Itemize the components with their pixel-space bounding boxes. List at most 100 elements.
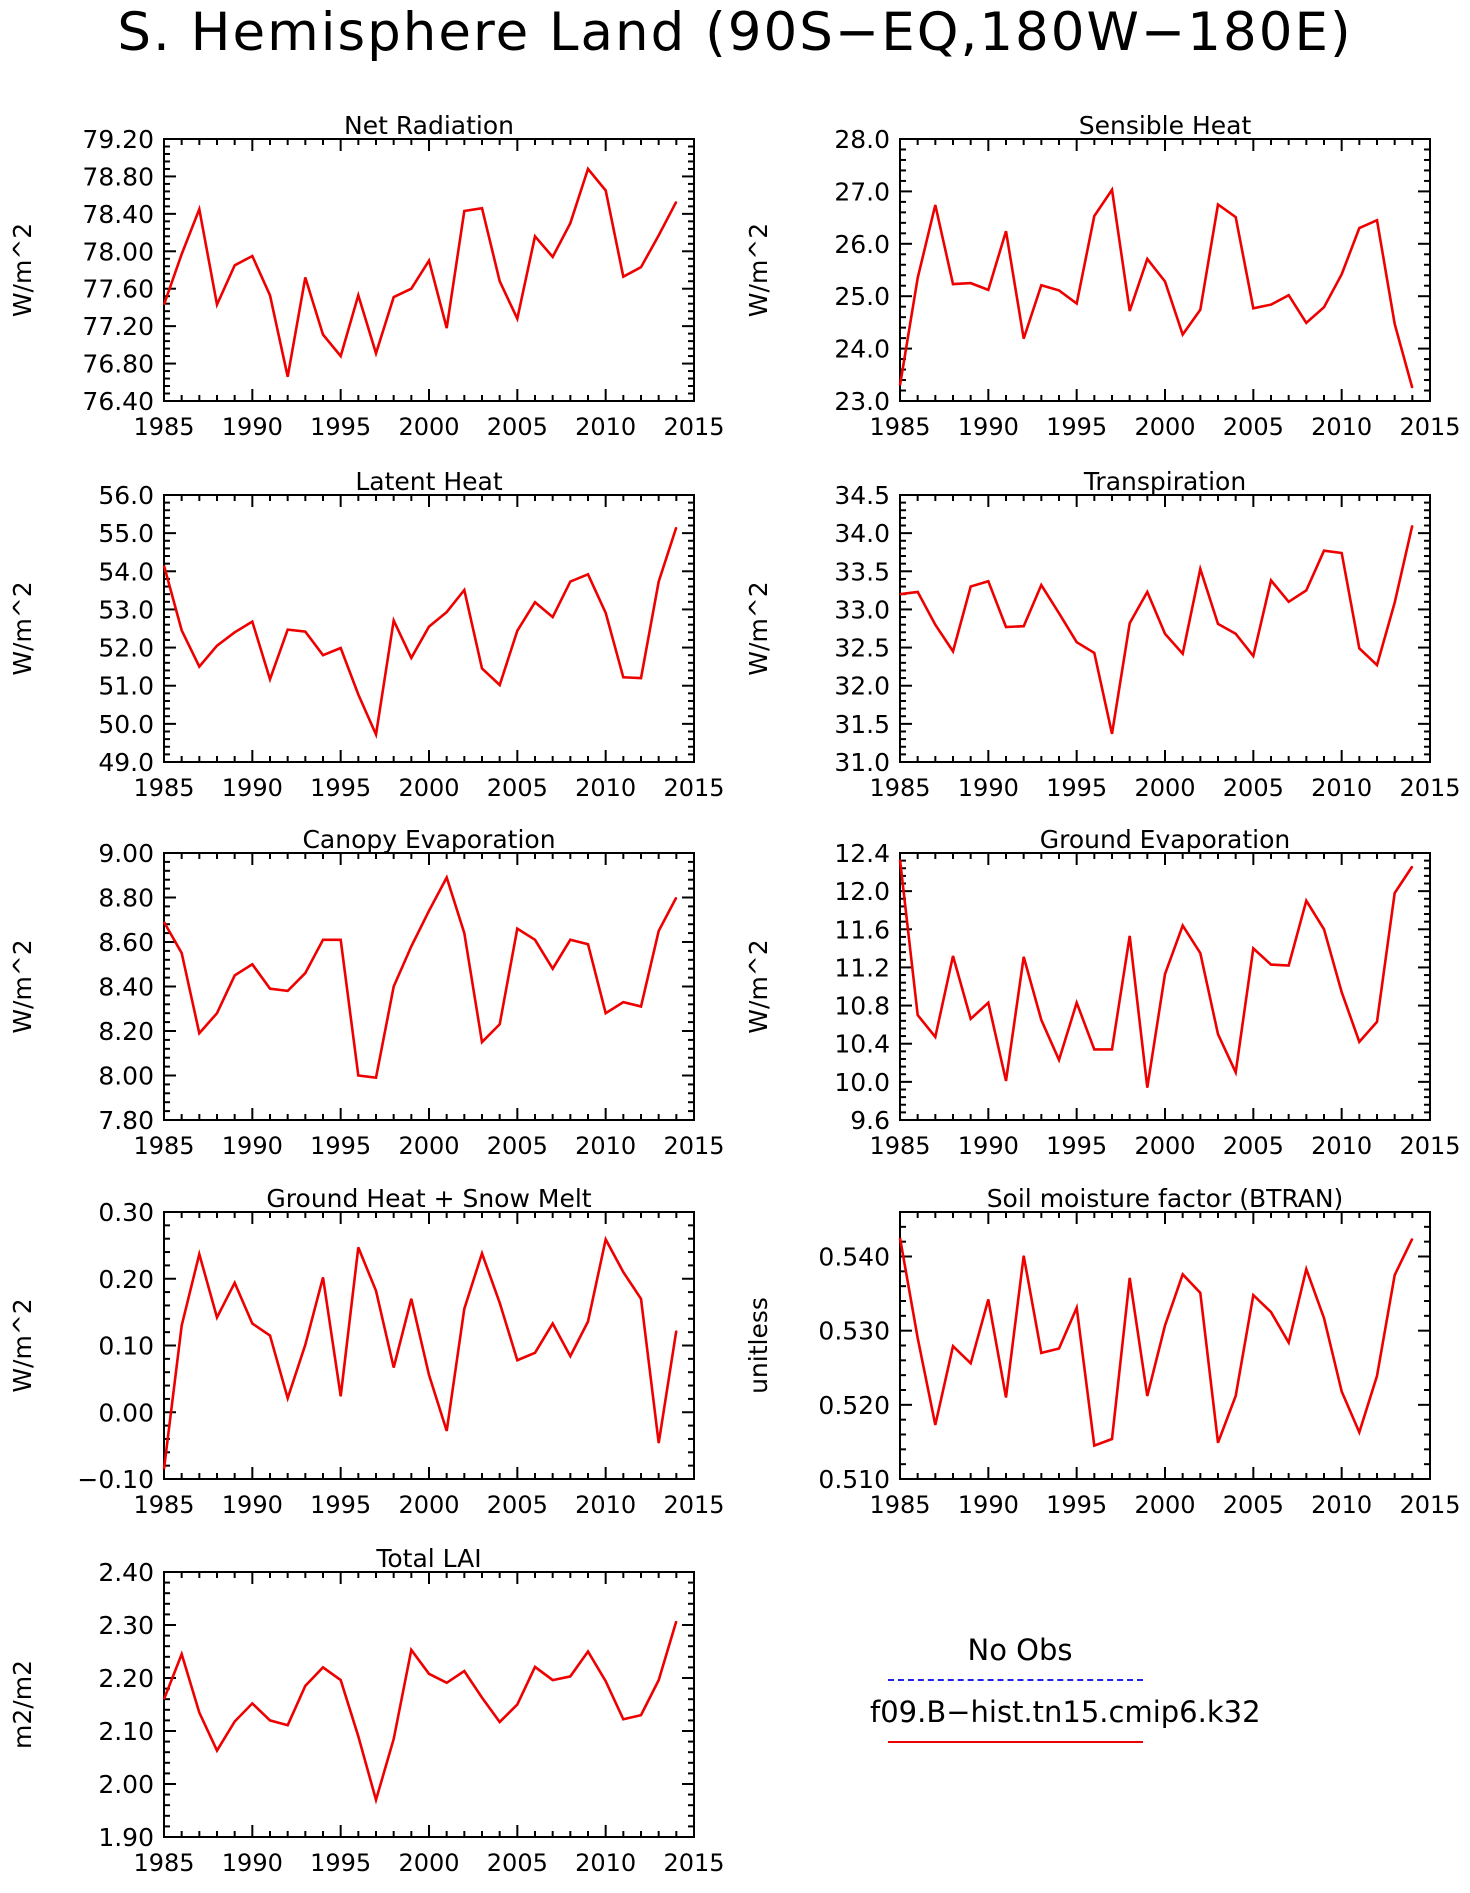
- data-point: [675, 1330, 677, 1332]
- y-tick-label: 77.20: [82, 312, 154, 341]
- y-tick-label: 31.5: [834, 710, 890, 739]
- data-point: [410, 288, 412, 290]
- data-point: [952, 283, 954, 285]
- data-point: [658, 1679, 660, 1681]
- data-point: [552, 1323, 554, 1324]
- x-tick-label: 2010: [575, 413, 636, 441]
- y-tick-label: 0.510: [818, 1465, 890, 1494]
- data-point: [587, 943, 589, 945]
- data-point: [428, 1673, 430, 1675]
- data-point: [216, 1317, 218, 1318]
- data-point: [934, 624, 936, 626]
- legend-swatch-no-obs: [888, 1679, 1143, 1681]
- data-point: [198, 1712, 200, 1713]
- data-point: [952, 1345, 954, 1347]
- data-point: [357, 1075, 359, 1076]
- data-point: [1182, 653, 1184, 655]
- data-point: [322, 1276, 324, 1278]
- x-tick-label: 1985: [133, 413, 194, 441]
- x-tick-label: 2010: [1311, 1491, 1372, 1519]
- data-point: [1235, 1395, 1237, 1397]
- data-point: [516, 1704, 518, 1705]
- y-tick-label: 78.00: [82, 237, 154, 266]
- y-tick-label: 76.40: [82, 387, 154, 416]
- y-tick-label: 77.60: [82, 275, 154, 304]
- y-tick-label: 0.10: [98, 1332, 154, 1361]
- x-tick-label: 1995: [1046, 774, 1107, 802]
- data-point: [1023, 1255, 1025, 1257]
- data-point: [1394, 323, 1396, 325]
- data-point: [1270, 579, 1272, 581]
- series-line-1: [898, 859, 1414, 1088]
- data-point: [1394, 602, 1396, 604]
- data-point: [1252, 307, 1254, 309]
- data-point: [534, 1352, 536, 1354]
- chart-panel-5: 1985 1990 1995 2000 2005 2010 2015 7.80 8.00 8.20…: [8, 825, 725, 1160]
- data-point: [269, 678, 271, 680]
- y-tick-label: 9.6: [850, 1106, 890, 1135]
- data-point: [304, 1344, 306, 1346]
- data-point: [587, 1651, 589, 1652]
- data-point: [428, 910, 430, 912]
- data-point: [216, 1012, 218, 1014]
- data-point: [1270, 1311, 1272, 1313]
- y-tick-label: 34.0: [834, 519, 890, 548]
- data-point: [181, 629, 183, 631]
- x-tick-label: 2010: [575, 1491, 636, 1519]
- panel-title: Soil moisture factor (BTRAN): [987, 1184, 1344, 1213]
- y-tick-label: 32.0: [834, 672, 890, 701]
- data-point: [534, 601, 536, 603]
- data-point: [1182, 1273, 1184, 1275]
- data-point: [1341, 1391, 1343, 1392]
- y-axis-label: W/m^2: [744, 223, 773, 317]
- data-point: [1323, 928, 1325, 930]
- y-tick-label: 55.0: [98, 519, 154, 548]
- y-tick-label: 31.0: [834, 748, 890, 777]
- plot-frame: [163, 1571, 695, 1838]
- y-tick-label: 56.0: [98, 481, 154, 510]
- series-line-1: [162, 1235, 678, 1470]
- x-tick-label: 2005: [1223, 1132, 1284, 1160]
- data-point: [1235, 633, 1237, 635]
- data-point: [1129, 310, 1131, 312]
- data-point: [481, 1697, 483, 1699]
- x-tick-label: 2000: [1134, 1132, 1195, 1160]
- data-point: [1341, 991, 1343, 993]
- data-point: [675, 1620, 677, 1622]
- data-point: [198, 666, 200, 668]
- x-tick-label: 1995: [310, 413, 371, 441]
- data-point: [587, 168, 589, 170]
- data-point: [375, 352, 377, 354]
- data-point: [198, 208, 200, 210]
- data-point: [446, 877, 448, 878]
- x-tick-label: 1985: [869, 774, 930, 802]
- data-point: [1040, 584, 1042, 586]
- data-point: [1341, 273, 1343, 275]
- data-point: [251, 255, 253, 257]
- x-tick-label: 2005: [487, 413, 548, 441]
- data-point: [357, 1246, 359, 1248]
- data-point: [1146, 1395, 1148, 1397]
- data-point: [552, 616, 554, 618]
- data-point: [163, 304, 165, 306]
- x-tick-label: 2000: [398, 1132, 459, 1160]
- y-tick-label: 8.20: [98, 1017, 154, 1046]
- data-point: [198, 1032, 200, 1034]
- data-point: [1323, 550, 1325, 552]
- x-tick-label: 2015: [1399, 774, 1460, 802]
- data-point: [917, 1337, 919, 1339]
- data-point: [552, 1679, 554, 1681]
- y-tick-label: 7.80: [98, 1106, 154, 1135]
- plot-frame: [899, 852, 1431, 1121]
- y-tick-label: −0.10: [77, 1465, 154, 1494]
- series-line-1: [162, 166, 678, 377]
- data-point: [251, 1323, 253, 1324]
- data-point: [1129, 1277, 1131, 1279]
- data-point: [393, 986, 395, 987]
- plot-frame: [163, 852, 695, 1121]
- x-tick-label: 2010: [1311, 1132, 1372, 1160]
- data-point: [234, 974, 236, 976]
- x-tick-label: 2000: [1134, 774, 1195, 802]
- y-tick-label: 54.0: [98, 557, 154, 586]
- data-point: [393, 296, 395, 298]
